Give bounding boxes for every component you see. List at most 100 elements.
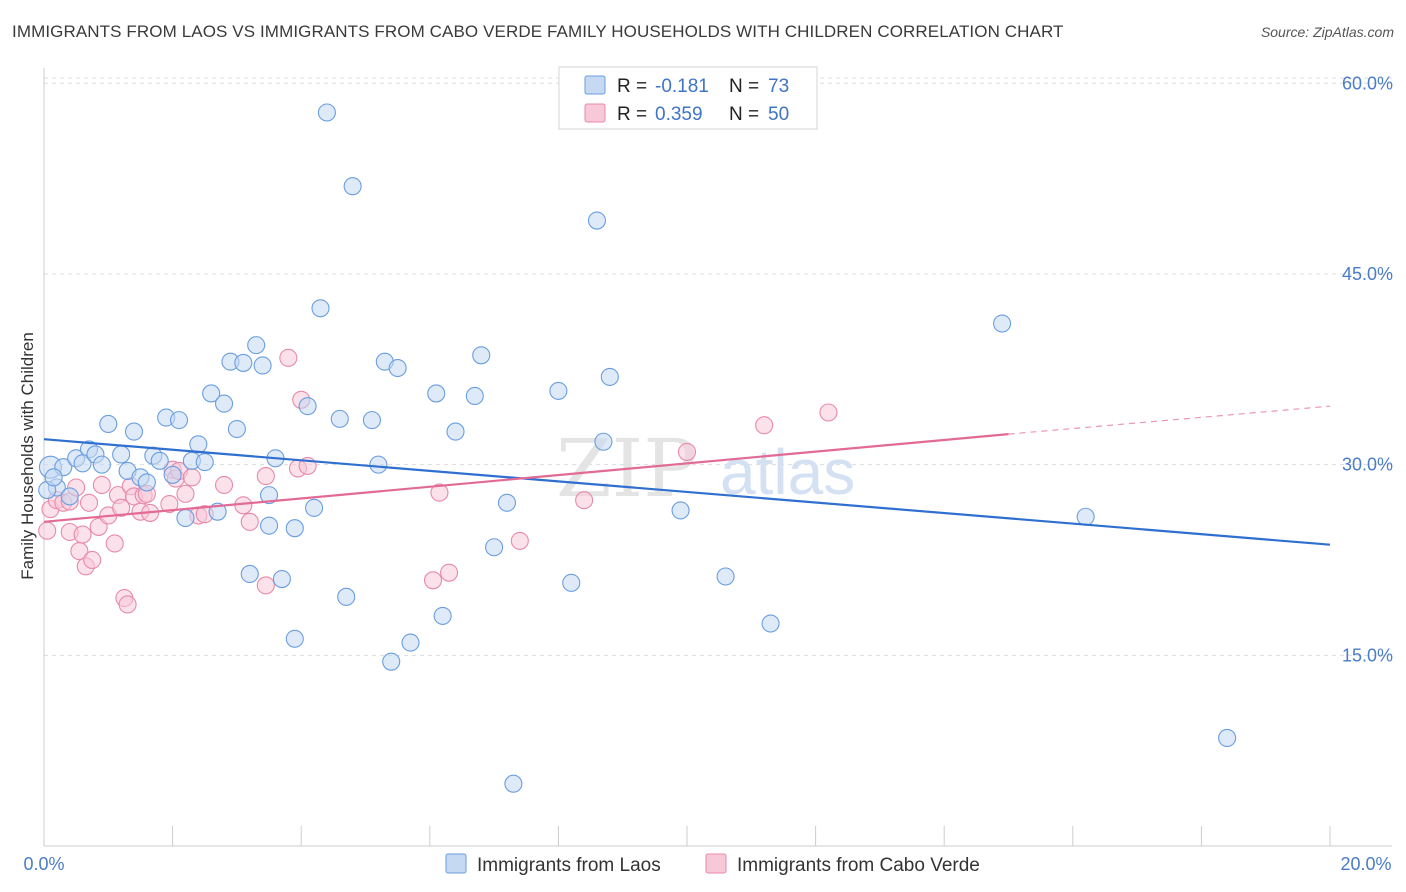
- legend-swatch-laos: [584, 75, 606, 95]
- cabo-verde-point: [256, 467, 275, 486]
- laos-point: [317, 103, 336, 122]
- cabo-verde-point: [83, 550, 102, 570]
- laos-point: [253, 356, 272, 375]
- laos-point: [562, 573, 581, 592]
- cabo-verde-point: [105, 534, 124, 553]
- cabo-verde-trendline-extension: [1008, 405, 1331, 435]
- laos-point: [214, 394, 234, 413]
- laos-point: [472, 346, 491, 365]
- cabo-verde-point: [240, 512, 259, 531]
- laos-point: [195, 453, 214, 472]
- laos-point: [446, 422, 465, 441]
- bottom-legend-label-laos: Immigrants from Laos: [477, 855, 661, 876]
- chart-source: Source: ZipAtlas.com: [1260, 24, 1394, 40]
- legend-n-value-cabo: 50: [768, 104, 789, 125]
- cabo-verde-point: [176, 484, 195, 503]
- laos-point: [337, 587, 356, 606]
- laos-point: [600, 367, 619, 386]
- laos-point: [247, 336, 266, 355]
- laos-point: [202, 384, 221, 403]
- series-cabo-verde-points: [38, 348, 838, 614]
- laos-point: [92, 455, 111, 474]
- laos-point: [150, 451, 169, 470]
- y-tick-labels: 15.0% 30.0% 45.0% 60.0%: [1342, 73, 1393, 665]
- laos-point: [73, 454, 92, 473]
- laos-point: [427, 384, 446, 403]
- cabo-verde-point: [160, 494, 179, 514]
- laos-point: [259, 516, 279, 535]
- laos-point: [259, 486, 279, 505]
- laos-point: [761, 614, 780, 633]
- laos-point: [272, 569, 291, 589]
- cabo-verde-point: [677, 442, 697, 461]
- cabo-verde-point: [38, 521, 57, 540]
- cabo-verde-point: [819, 403, 838, 422]
- laos-point: [587, 211, 607, 230]
- cabo-verde-point: [430, 483, 449, 502]
- laos-point: [497, 493, 517, 512]
- cabo-verde-point: [575, 491, 594, 510]
- cabo-verde-point: [256, 576, 275, 595]
- laos-point: [234, 353, 253, 372]
- y-tick-label: 15.0%: [1342, 645, 1393, 665]
- cabo-verde-point: [112, 498, 131, 517]
- legend-r-label-cabo: R =: [617, 104, 647, 125]
- laos-point: [60, 487, 79, 506]
- bottom-legend-swatch-cabo: [705, 853, 727, 874]
- x-tick-label-min: 0.0%: [23, 854, 64, 874]
- laos-point: [169, 411, 189, 430]
- cabo-verde-point: [279, 348, 298, 367]
- laos-point: [240, 564, 259, 584]
- y-tick-label: 45.0%: [1342, 264, 1393, 284]
- correlation-legend: R = -0.181 N = 73 R = 0.359 N = 50: [558, 66, 818, 130]
- laos-point: [465, 386, 484, 406]
- laos-point: [298, 397, 317, 416]
- laos-point: [369, 455, 388, 474]
- laos-point: [671, 501, 690, 520]
- laos-point: [99, 414, 118, 433]
- laos-point: [382, 652, 401, 671]
- series-laos-points: [38, 103, 1237, 793]
- laos-point: [137, 473, 156, 492]
- laos-point: [485, 538, 504, 557]
- legend-n-label-cabo: N =: [729, 104, 759, 125]
- x-axis-ticks: [43, 826, 1331, 846]
- laos-point: [504, 774, 523, 793]
- laos-point: [44, 468, 63, 487]
- cabo-verde-point: [423, 571, 443, 590]
- laos-trendline: [43, 438, 1331, 546]
- cabo-verde-point: [182, 468, 201, 487]
- laos-point: [176, 508, 195, 528]
- legend-r-value-cabo: 0.359: [655, 104, 703, 125]
- y-tick-label: 60.0%: [1342, 73, 1393, 93]
- cabo-verde-point: [755, 416, 774, 435]
- laos-point: [549, 381, 568, 400]
- legend-r-value-laos: -0.181: [655, 76, 709, 97]
- laos-point: [401, 633, 420, 652]
- cabo-verde-point: [73, 525, 92, 544]
- cabo-verde-point: [118, 595, 137, 614]
- laos-point: [362, 411, 381, 430]
- trendlines: [43, 405, 1331, 546]
- laos-point: [163, 465, 182, 484]
- cabo-verde-point: [440, 563, 459, 582]
- laos-point: [227, 419, 246, 439]
- legend-swatch-cabo: [584, 103, 606, 123]
- laos-point: [343, 177, 362, 196]
- x-tick-label-max: 20.0%: [1340, 854, 1391, 874]
- y-tick-label: 30.0%: [1342, 455, 1393, 475]
- cabo-verde-trendline: [43, 433, 1009, 523]
- legend-n-label-laos: N =: [729, 76, 759, 97]
- legend-n-value-laos: 73: [768, 76, 789, 97]
- laos-point: [124, 422, 144, 441]
- laos-point: [285, 519, 304, 538]
- laos-point: [305, 498, 324, 517]
- bottom-legend-swatch-laos: [445, 853, 467, 874]
- laos-point: [112, 445, 131, 464]
- y-axis-title: Family Households with Children: [18, 332, 37, 580]
- cabo-verde-point: [79, 493, 99, 512]
- laos-point: [1218, 728, 1237, 747]
- series-legend: Immigrants from Laos Immigrants from Cab…: [445, 853, 980, 876]
- laos-point: [594, 432, 613, 451]
